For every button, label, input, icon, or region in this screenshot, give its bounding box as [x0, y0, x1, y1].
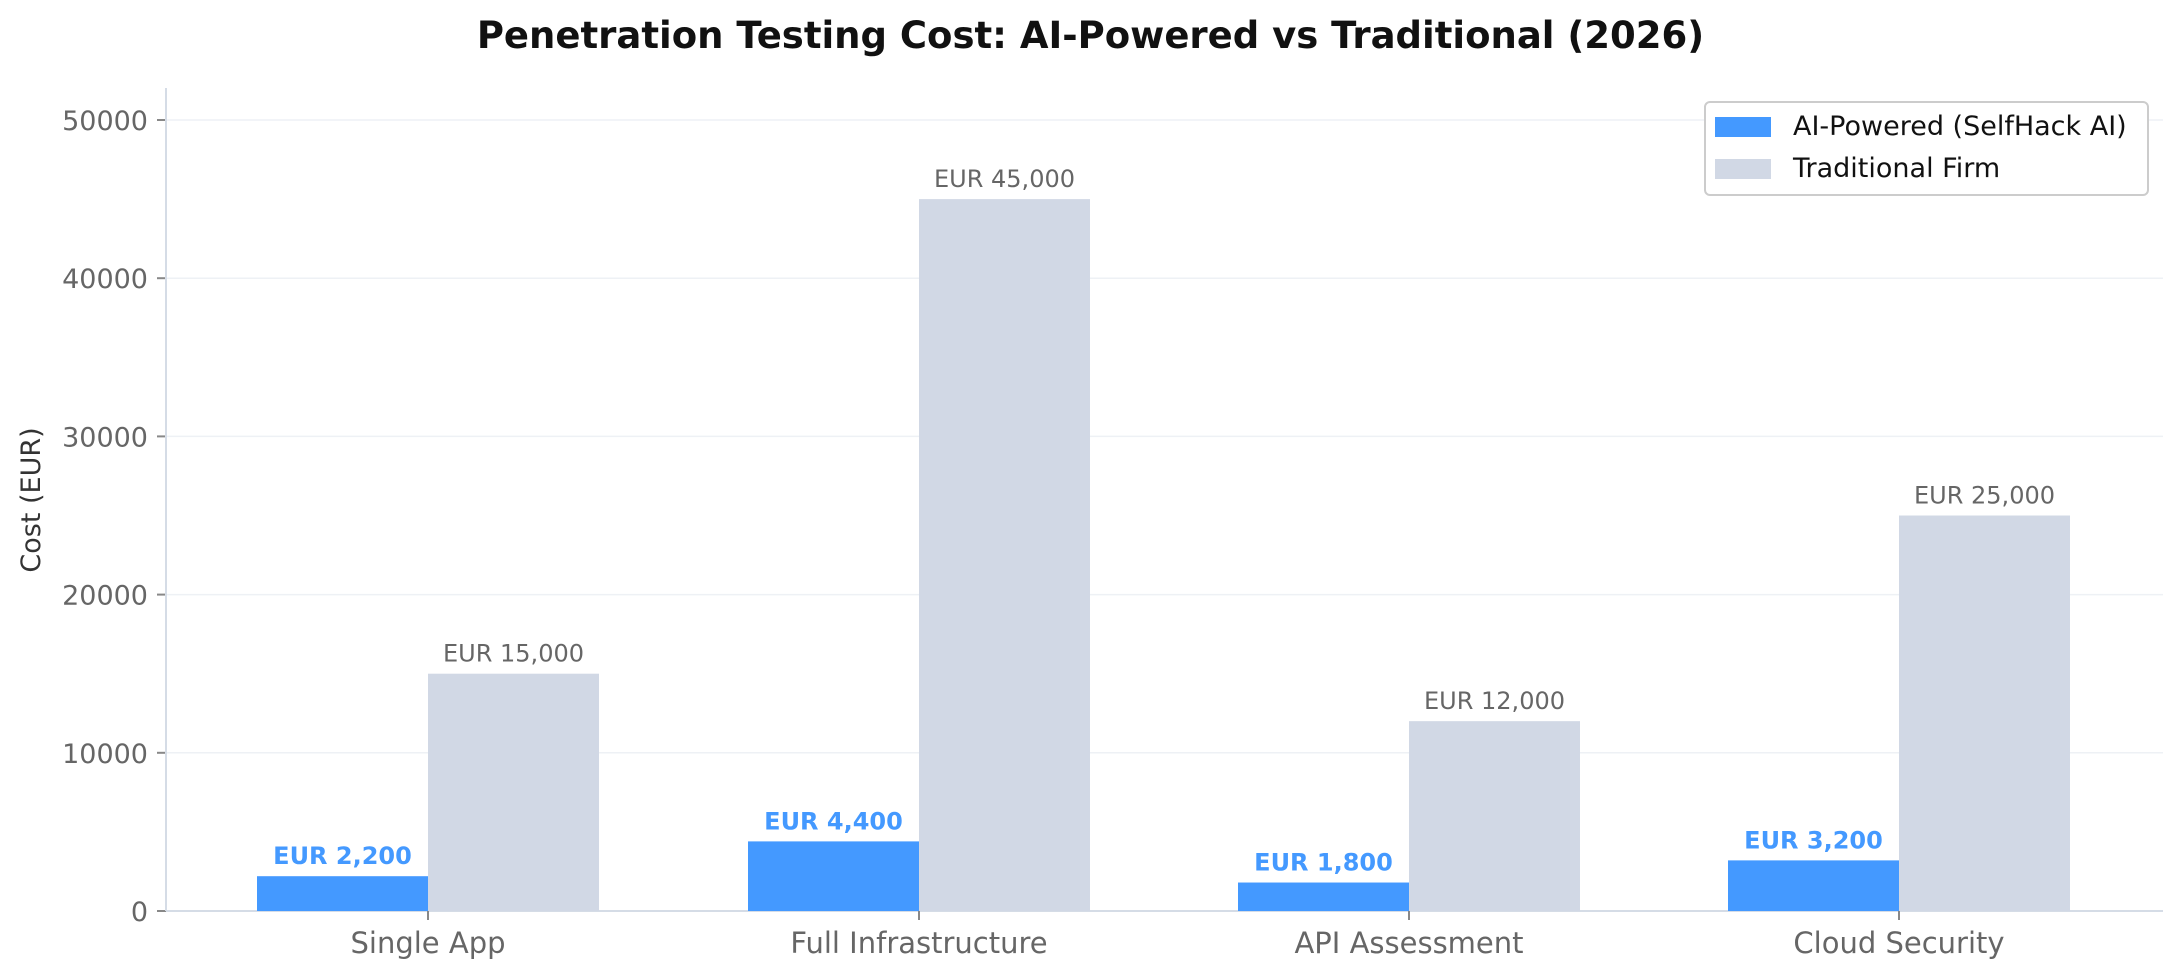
bar-ai-powered	[1238, 882, 1409, 911]
y-tick-label: 0	[131, 897, 148, 928]
data-label-ai: EUR 4,400	[764, 807, 903, 835]
legend-frame	[1704, 101, 2149, 196]
data-label-ai: EUR 2,200	[273, 842, 412, 870]
x-tick-label: Single App	[350, 926, 505, 960]
y-axis-label: Cost (EUR)	[16, 427, 47, 572]
tick-labels: 0 10000 20000 30000 40000 50000 Single App Full…	[62, 106, 2004, 960]
legend-swatch-ai	[1715, 117, 1771, 137]
data-label-traditional: EUR 15,000	[443, 640, 584, 668]
bar-traditional	[428, 673, 599, 911]
legend-label-traditional: Traditional Firm	[1792, 153, 2000, 184]
data-labels: EUR 2,200 EUR 4,400 EUR 1,800 EUR 3,200 EUR …	[273, 165, 2055, 876]
bar-traditional	[1899, 515, 2070, 911]
bar-ai-powered	[748, 841, 919, 911]
data-label-traditional: EUR 12,000	[1424, 687, 1565, 715]
y-tick-label: 50000	[62, 106, 148, 137]
bar-ai-powered	[1728, 860, 1899, 911]
legend-swatch-traditional	[1715, 159, 1771, 179]
y-tick-label: 10000	[62, 739, 148, 770]
x-tick-label: Cloud Security	[1793, 926, 2004, 960]
bar-traditional	[919, 199, 1090, 912]
data-label-ai: EUR 3,200	[1744, 826, 1883, 854]
bars	[257, 199, 2070, 912]
data-label-traditional: EUR 45,000	[934, 165, 1075, 193]
chart-title: Penetration Testing Cost: AI-Powered vs …	[476, 14, 1705, 57]
data-label-ai: EUR 1,800	[1254, 849, 1393, 877]
y-tick-label: 40000	[62, 264, 148, 295]
bar-ai-powered	[257, 876, 428, 911]
data-label-traditional: EUR 25,000	[1914, 482, 2055, 510]
y-tick-label: 20000	[62, 581, 148, 612]
legend-label-ai: AI-Powered (SelfHack AI)	[1793, 111, 2127, 142]
x-tick-label: Full Infrastructure	[790, 926, 1047, 960]
y-tick-label: 30000	[62, 422, 148, 453]
x-tick-label: API Assessment	[1294, 926, 1523, 960]
legend: AI-Powered (SelfHack AI) Traditional Fir…	[1704, 101, 2149, 196]
bar-traditional	[1409, 721, 1580, 911]
